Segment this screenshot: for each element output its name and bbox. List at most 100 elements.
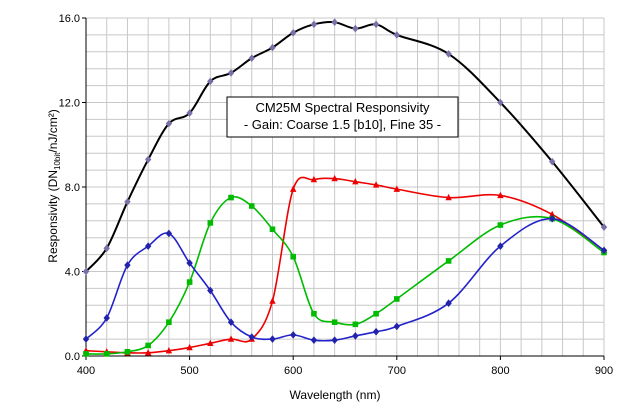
data-point-diamond [352, 24, 359, 33]
data-point-square [145, 342, 151, 349]
data-point-diamond [393, 322, 400, 331]
y-tick-label: 12.0 [59, 98, 80, 110]
data-point-triangle [310, 175, 318, 183]
data-point-triangle [227, 335, 235, 342]
data-point-square [207, 220, 214, 226]
data-point-diamond [310, 20, 318, 29]
data-point-square [124, 348, 131, 355]
data-point-diamond [165, 119, 173, 128]
data-point-diamond [124, 197, 131, 206]
data-point-diamond [331, 18, 338, 27]
x-tick-label: 400 [77, 365, 95, 377]
axis-layer: 400 500 600 700 800 900 0.0 4.0 8.0 12.0 16.0 [59, 13, 614, 377]
x-tick-label: 900 [595, 365, 613, 377]
data-point-diamond [331, 336, 338, 344]
y-axis-title-subscript: 10bit [53, 152, 62, 170]
data-point-triangle [186, 343, 193, 351]
x-tick-label: 700 [388, 365, 406, 377]
data-point-square [290, 253, 296, 260]
data-point-diamond [82, 335, 90, 343]
data-point-triangle [269, 297, 276, 304]
series-line-1 [85, 176, 605, 354]
data-point-diamond [600, 223, 608, 231]
data-point-triangle [331, 174, 338, 182]
data-point-diamond [248, 54, 255, 62]
data-point-diamond [290, 28, 297, 37]
data-point-diamond [248, 333, 255, 341]
series-layer [85, 21, 605, 355]
x-tick-label: 500 [180, 365, 198, 377]
y-tick-label: 16.0 [59, 13, 80, 25]
grid-layer [85, 17, 605, 357]
marker-layer [82, 18, 608, 357]
y-axis-title: Responsivity (DN10bit/nJ/cm²) [46, 109, 62, 262]
data-point-square [83, 351, 89, 357]
data-point-square [186, 279, 193, 285]
data-point-diamond [497, 242, 504, 250]
title-box-border [226, 96, 459, 138]
data-point-triangle [497, 191, 504, 199]
data-point-diamond [352, 332, 359, 340]
data-point-diamond [269, 335, 276, 343]
data-point-square [497, 222, 504, 228]
data-point-square [248, 203, 255, 209]
data-point-square [445, 258, 452, 264]
y-tick-label: 0.0 [65, 351, 80, 363]
series-line-0 [85, 21, 605, 273]
y-tick-label: 8.0 [65, 182, 80, 194]
chart-title: CM25M Spectral Responsivity [255, 100, 430, 115]
data-point-diamond [207, 77, 214, 86]
data-point-diamond [372, 20, 380, 29]
data-point-square [269, 226, 276, 233]
data-point-diamond [165, 229, 173, 238]
data-point-square [166, 319, 172, 325]
data-point-diamond [269, 43, 276, 52]
y-axis-title-unit: /nJ/cm²) [46, 109, 60, 152]
x-axis-title: Wavelength (nm) [290, 388, 381, 402]
data-point-triangle [549, 210, 556, 218]
x-tick-label: 600 [284, 365, 302, 377]
data-point-triangle [290, 185, 297, 192]
data-point-triangle [144, 349, 152, 356]
data-point-diamond [600, 246, 608, 255]
data-point-diamond [144, 155, 152, 164]
data-point-diamond [124, 261, 131, 269]
data-point-triangle [393, 185, 400, 192]
data-point-diamond [445, 299, 452, 307]
data-point-diamond [227, 318, 235, 326]
data-point-diamond [549, 157, 556, 166]
x-tick-label: 800 [491, 365, 509, 377]
data-point-diamond [290, 331, 297, 339]
data-point-triangle [352, 178, 359, 185]
chart-title-box: CM25M Spectral Responsivity - Gain: Coar… [226, 96, 459, 138]
data-point-diamond [186, 109, 193, 117]
data-point-diamond [186, 259, 193, 267]
data-point-diamond [144, 242, 152, 250]
data-point-square [373, 310, 379, 317]
data-point-square [331, 319, 338, 325]
data-point-diamond [445, 50, 452, 58]
data-point-triangle [445, 193, 452, 201]
data-point-square [103, 351, 110, 357]
y-tick-label: 4.0 [65, 267, 80, 279]
data-point-diamond [372, 327, 380, 336]
data-point-triangle [165, 347, 173, 354]
chart-subtitle: - Gain: Coarse 1.5 [b10], Fine 35 - [244, 117, 441, 132]
y-axis-title-main: Responsivity (DN [46, 170, 60, 263]
data-point-triangle [372, 181, 380, 188]
data-point-diamond [227, 69, 235, 77]
data-point-square [311, 310, 317, 317]
data-point-diamond [393, 31, 400, 39]
data-point-diamond [497, 98, 504, 107]
data-point-triangle [207, 339, 214, 347]
data-point-diamond [103, 244, 110, 253]
data-point-diamond [310, 336, 318, 344]
data-point-square [228, 194, 234, 201]
data-point-diamond [207, 286, 214, 295]
data-point-square [394, 296, 400, 302]
data-point-diamond [82, 267, 90, 276]
data-point-diamond [103, 314, 110, 322]
data-point-square [352, 321, 359, 328]
